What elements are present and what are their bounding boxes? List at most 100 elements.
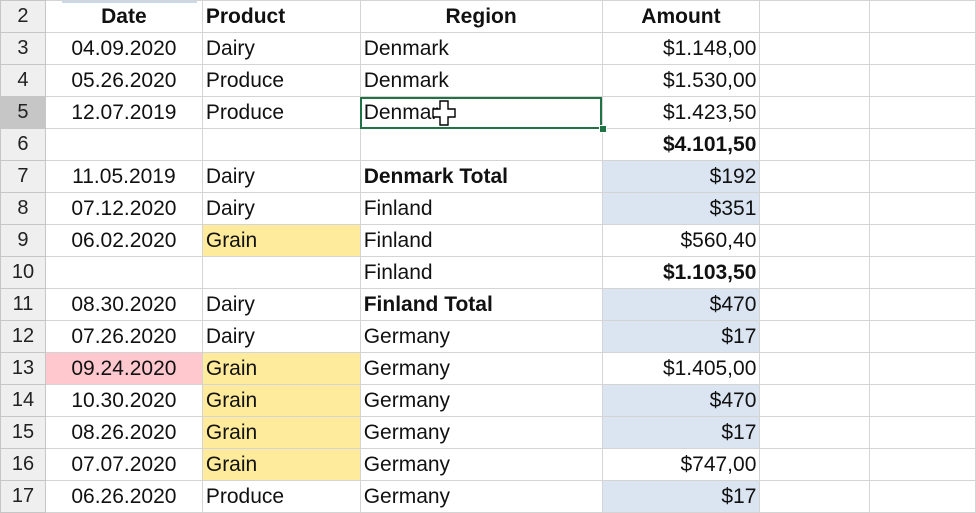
empty-cell[interactable] [759, 256, 871, 289]
row-header[interactable]: 11 [0, 288, 46, 321]
cell-amount[interactable]: $192 [601, 160, 761, 193]
empty-cell[interactable] [869, 480, 976, 513]
empty-cell[interactable] [869, 64, 976, 97]
cell-product[interactable]: Grain [201, 416, 361, 449]
empty-cell[interactable] [869, 448, 976, 481]
empty-cell[interactable] [869, 256, 976, 289]
cell-date[interactable]: 07.26.2020 [44, 320, 203, 353]
cell-date[interactable]: 12.07.2019 [44, 96, 203, 129]
empty-cell[interactable] [759, 128, 871, 161]
row-header[interactable]: 4 [0, 64, 46, 97]
row-header[interactable]: 10 [0, 256, 46, 289]
row-header[interactable]: 5 [0, 96, 46, 129]
cell-date[interactable]: 07.07.2020 [44, 448, 203, 481]
empty-cell[interactable] [759, 224, 871, 257]
cell-region[interactable]: Denmark Total [359, 160, 603, 193]
empty-cell[interactable] [759, 480, 871, 513]
cell-date[interactable] [44, 128, 203, 161]
empty-cell[interactable] [869, 0, 976, 33]
cell-region[interactable]: Denmark [359, 32, 603, 65]
header-cell-amount[interactable]: Amount [601, 0, 761, 33]
empty-cell[interactable] [759, 160, 871, 193]
header-cell-region[interactable]: Region [359, 0, 603, 33]
row-header[interactable]: 8 [0, 192, 46, 225]
cell-product[interactable]: Produce [201, 64, 361, 97]
cell-product[interactable]: Dairy [201, 288, 361, 321]
cell-region[interactable] [359, 128, 603, 161]
cell-date[interactable]: 10.30.2020 [44, 384, 203, 417]
row-header[interactable]: 13 [0, 352, 46, 385]
empty-cell[interactable] [759, 288, 871, 321]
row-header[interactable]: 9 [0, 224, 46, 257]
empty-cell[interactable] [759, 448, 871, 481]
empty-cell[interactable] [869, 96, 976, 129]
cell-date[interactable] [44, 256, 203, 289]
row-header[interactable]: 15 [0, 416, 46, 449]
cell-amount[interactable]: $747,00 [601, 448, 761, 481]
cell-amount[interactable]: $1.530,00 [601, 64, 761, 97]
empty-cell[interactable] [869, 192, 976, 225]
row-header[interactable]: 7 [0, 160, 46, 193]
cell-product[interactable] [201, 128, 361, 161]
empty-cell[interactable] [759, 96, 871, 129]
cell-product[interactable]: Produce [201, 480, 361, 513]
empty-cell[interactable] [759, 192, 871, 225]
cell-product[interactable]: Grain [201, 448, 361, 481]
cell-product[interactable]: Dairy [201, 160, 361, 193]
row-header[interactable]: 12 [0, 320, 46, 353]
row-header[interactable]: 6 [0, 128, 46, 161]
cell-date[interactable]: 11.05.2019 [44, 160, 203, 193]
cell-amount[interactable]: $1.148,00 [601, 32, 761, 65]
cell-product[interactable]: Dairy [201, 320, 361, 353]
empty-cell[interactable] [869, 128, 976, 161]
cell-amount[interactable]: $470 [601, 288, 761, 321]
cell-region[interactable]: Finland Total [359, 288, 603, 321]
empty-cell[interactable] [759, 32, 871, 65]
cell-amount[interactable]: $17 [601, 480, 761, 513]
row-header[interactable]: 17 [0, 480, 46, 513]
header-cell-product[interactable]: Product [201, 0, 361, 33]
row-header[interactable]: 2 [0, 0, 46, 33]
cell-amount[interactable]: $351 [601, 192, 761, 225]
cell-amount[interactable]: $560,40 [601, 224, 761, 257]
empty-cell[interactable] [759, 416, 871, 449]
cell-date[interactable]: 04.09.2020 [44, 32, 203, 65]
cell-product[interactable]: Grain [201, 352, 361, 385]
cell-date[interactable]: 09.24.2020 [44, 352, 203, 385]
cell-region[interactable]: Finland [359, 224, 603, 257]
cell-date[interactable]: 06.02.2020 [44, 224, 203, 257]
cell-amount[interactable]: $1.405,00 [601, 352, 761, 385]
empty-cell[interactable] [869, 160, 976, 193]
row-header[interactable]: 14 [0, 384, 46, 417]
fill-handle[interactable] [599, 125, 607, 133]
cell-region[interactable]: Denmark [359, 64, 603, 97]
cell-date[interactable]: 06.26.2020 [44, 480, 203, 513]
cell-product[interactable]: Grain [201, 224, 361, 257]
row-header[interactable]: 3 [0, 32, 46, 65]
cell-date[interactable]: 08.30.2020 [44, 288, 203, 321]
cell-product[interactable]: Produce [201, 96, 361, 129]
cell-region[interactable]: Germany [359, 352, 603, 385]
cell-amount[interactable]: $4.101,50 [601, 128, 761, 161]
cell-date[interactable]: 07.12.2020 [44, 192, 203, 225]
cell-region[interactable]: Finland [359, 192, 603, 225]
cell-region[interactable]: Germany [359, 480, 603, 513]
cell-amount[interactable]: $17 [601, 416, 761, 449]
cell-region[interactable]: Germany [359, 320, 603, 353]
cell-product[interactable]: Grain [201, 384, 361, 417]
empty-cell[interactable] [869, 288, 976, 321]
empty-cell[interactable] [759, 64, 871, 97]
cell-date[interactable]: 05.26.2020 [44, 64, 203, 97]
empty-cell[interactable] [759, 320, 871, 353]
empty-cell[interactable] [869, 416, 976, 449]
empty-cell[interactable] [759, 352, 871, 385]
empty-cell[interactable] [869, 320, 976, 353]
empty-cell[interactable] [759, 0, 871, 33]
cell-date[interactable]: 08.26.2020 [44, 416, 203, 449]
cell-region[interactable]: Finland [359, 256, 603, 289]
cell-region[interactable]: Germany [359, 384, 603, 417]
header-cell-date[interactable]: Date [44, 0, 203, 33]
cell-amount[interactable]: $1.423,50 [601, 96, 761, 129]
empty-cell[interactable] [869, 384, 976, 417]
selected-cell[interactable]: Denmark [359, 96, 603, 129]
